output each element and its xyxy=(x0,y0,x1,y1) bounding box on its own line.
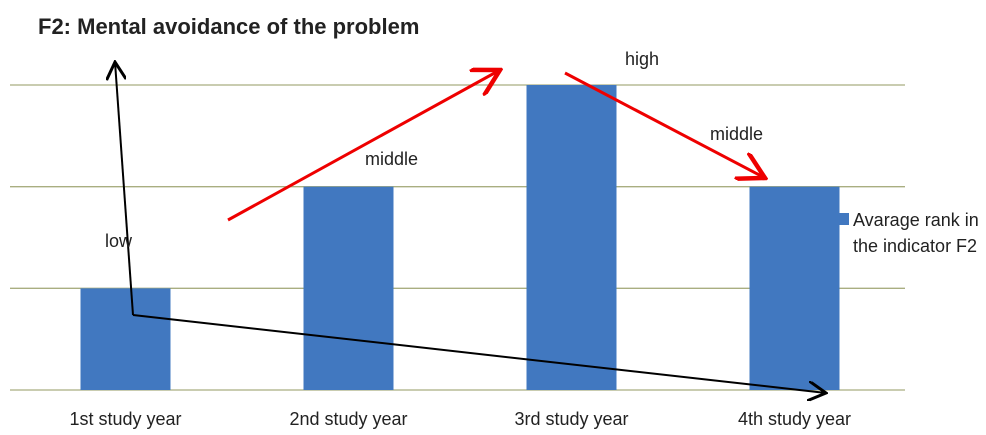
bar xyxy=(303,186,394,390)
annotation: high xyxy=(625,49,659,69)
arrow xyxy=(115,62,134,316)
chart-title: F2: Mental avoidance of the problem xyxy=(38,14,419,39)
bar xyxy=(749,186,840,390)
annotation: low xyxy=(105,231,133,251)
legend-label: Avarage rank in the indicator F2 xyxy=(853,210,979,256)
arrow xyxy=(564,71,765,178)
x-tick-label: 4th study year xyxy=(738,409,851,429)
legend-swatch xyxy=(839,213,849,225)
arrow xyxy=(227,70,500,222)
x-tick-label: 3rd study year xyxy=(514,409,628,429)
x-tick-label: 2nd study year xyxy=(289,409,407,429)
annotation: middle xyxy=(710,124,763,144)
arrow xyxy=(132,314,826,393)
x-tick-label: 1st study year xyxy=(69,409,181,429)
annotation: middle xyxy=(365,149,418,169)
bar xyxy=(526,85,617,390)
bar xyxy=(80,288,171,390)
